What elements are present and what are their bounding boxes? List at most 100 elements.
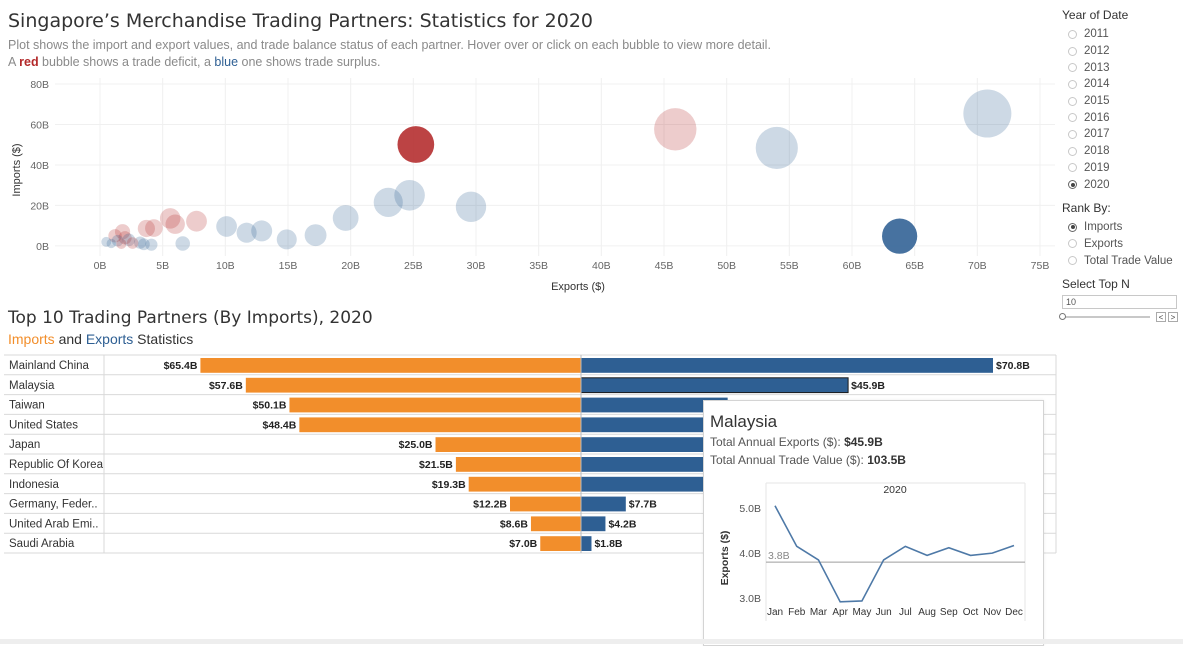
partner-bubble[interactable]	[186, 210, 207, 232]
partner-bubble[interactable]	[175, 236, 190, 251]
rank-by-option[interactable]: Exports	[1062, 236, 1180, 253]
partner-bubble[interactable]	[332, 205, 359, 231]
y-axis-label: Exports ($)	[719, 531, 731, 586]
partner-bubble[interactable]	[137, 219, 155, 238]
imports-bar[interactable]	[455, 457, 581, 472]
partner-bubble[interactable]	[394, 180, 425, 211]
partner-name[interactable]: Saudi Arabia	[9, 538, 75, 550]
partner-bubble[interactable]	[755, 126, 798, 170]
exports-bar[interactable]	[581, 437, 725, 452]
x-tick-label: 55B	[780, 260, 799, 272]
partner-bubble[interactable]	[251, 220, 273, 242]
exports-bar[interactable]	[580, 377, 849, 394]
year-option[interactable]: 2012	[1062, 43, 1180, 60]
partner-bubble[interactable]	[118, 231, 132, 245]
partner-name[interactable]: United Arab Emi..	[9, 518, 98, 530]
exports-bar[interactable]	[581, 358, 993, 373]
imports-bar[interactable]	[289, 397, 581, 413]
radio-button[interactable]	[1068, 256, 1077, 266]
partner-bubble[interactable]	[397, 126, 435, 163]
partner-bubble[interactable]	[126, 237, 139, 249]
radio-button[interactable]	[1068, 63, 1077, 73]
partner-bubble[interactable]	[882, 218, 918, 254]
radio-button[interactable]	[1068, 29, 1077, 39]
partner-bubble[interactable]	[654, 108, 697, 151]
partner-name[interactable]: Japan	[9, 439, 40, 451]
partner-bubble[interactable]	[373, 187, 403, 217]
year-option[interactable]: 2013	[1062, 59, 1180, 76]
radio-button[interactable]	[1068, 163, 1077, 173]
radio-button[interactable]	[1068, 96, 1077, 106]
top-n-input[interactable]: 10	[1062, 294, 1177, 309]
radio-button[interactable]	[1068, 113, 1077, 123]
partner-name[interactable]: Taiwan	[9, 400, 45, 412]
month-tick-label: Sep	[940, 607, 958, 618]
exports-bar[interactable]	[581, 397, 728, 413]
partner-bubble[interactable]	[116, 238, 127, 249]
partner-bubble[interactable]	[304, 224, 327, 247]
radio-button[interactable]	[1068, 222, 1077, 232]
year-option[interactable]: 2017	[1062, 126, 1180, 143]
partner-name[interactable]: Republic Of Korea	[9, 459, 104, 471]
partner-bubble[interactable]	[133, 236, 147, 249]
imports-bar[interactable]	[200, 358, 582, 373]
exports-bar[interactable]	[581, 516, 606, 532]
exports-bar[interactable]	[581, 496, 626, 512]
partner-bubble[interactable]	[165, 214, 185, 234]
top-n-slider[interactable]	[1059, 312, 1150, 320]
partner-name[interactable]: Mainland China	[9, 360, 90, 372]
rank-by-option[interactable]: Imports	[1062, 219, 1180, 236]
year-option[interactable]: 2011	[1062, 26, 1180, 43]
year-option[interactable]: 2018	[1062, 143, 1180, 160]
partner-bubble[interactable]	[145, 238, 158, 251]
imports-bar[interactable]	[540, 536, 581, 551]
radio-button[interactable]	[1068, 146, 1077, 156]
bar-chart-title: Top 10 Trading Partners (By Imports), 20…	[8, 308, 373, 328]
partner-bubble[interactable]	[114, 224, 131, 240]
x-tick-label: 0B	[94, 260, 107, 272]
partner-bubble[interactable]	[145, 219, 163, 237]
rank-by-option[interactable]: Total Trade Value	[1062, 252, 1180, 269]
bubble-chart[interactable]: 0B 5B 10B 15B 20B 25B 30B 35B 40B 45B 50B 55B 60B 65B…	[0, 72, 1058, 298]
partner-bubble[interactable]	[276, 229, 297, 250]
partner-name[interactable]: Germany, Feder..	[9, 499, 98, 511]
partner-name[interactable]: Malaysia	[9, 380, 55, 392]
imports-bar[interactable]	[299, 417, 581, 433]
partner-name[interactable]: Indonesia	[9, 479, 59, 491]
imports-bar[interactable]	[468, 476, 581, 492]
exports-bar[interactable]	[581, 457, 715, 472]
imports-bar[interactable]	[530, 516, 581, 532]
radio-button[interactable]	[1068, 79, 1077, 89]
decrement-button[interactable]: <	[1156, 311, 1166, 322]
year-option[interactable]: 2016	[1062, 109, 1180, 126]
year-option[interactable]: 2020	[1062, 176, 1180, 193]
partner-bubble[interactable]	[122, 233, 136, 247]
imports-bar[interactable]	[245, 377, 582, 393]
radio-button[interactable]	[1068, 129, 1077, 139]
partner-bubble[interactable]	[101, 236, 112, 247]
year-option[interactable]: 2014	[1062, 76, 1180, 93]
imports-bar[interactable]	[510, 496, 581, 512]
increment-button[interactable]: >	[1168, 311, 1178, 322]
x-tick-label: 50B	[717, 260, 736, 272]
line-chart-title: 2020	[883, 484, 907, 496]
year-option[interactable]: 2015	[1062, 93, 1180, 110]
year-option[interactable]: 2019	[1062, 160, 1180, 177]
partner-bubble[interactable]	[111, 234, 124, 247]
rank-by-option-label: Total Trade Value	[1084, 254, 1173, 267]
radio-button[interactable]	[1068, 239, 1077, 249]
imports-bar[interactable]	[435, 437, 581, 452]
partner-bubble[interactable]	[236, 222, 257, 243]
exports-bar[interactable]	[581, 536, 592, 551]
partner-bubble[interactable]	[108, 229, 122, 243]
radio-button[interactable]	[1068, 180, 1077, 190]
partner-bubble[interactable]	[106, 238, 117, 249]
partner-bubble[interactable]	[137, 238, 150, 251]
partner-bubble[interactable]	[159, 208, 181, 229]
partner-bubble[interactable]	[216, 216, 237, 237]
radio-button[interactable]	[1068, 46, 1077, 56]
partner-name[interactable]: United States	[9, 419, 78, 431]
partner-bubble[interactable]	[455, 191, 487, 223]
partner-bubble[interactable]	[963, 89, 1012, 138]
slider-thumb[interactable]	[1059, 312, 1066, 320]
